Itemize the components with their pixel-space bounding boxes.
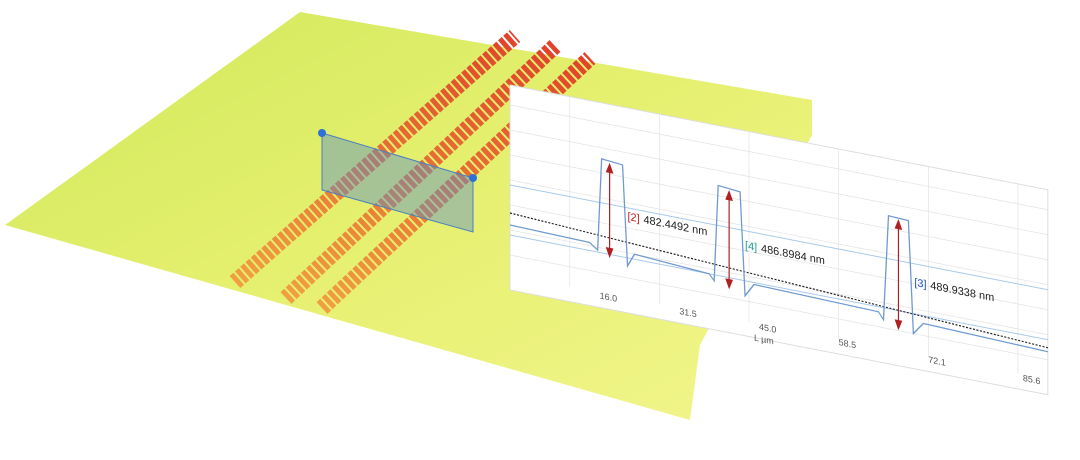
x-tick-label: 45.0 xyxy=(759,322,776,335)
measurement-index: [4] xyxy=(745,240,757,254)
measurement-index: [3] xyxy=(914,277,926,291)
profile-chart: [2] 482.4492 nm [4] 486.8984 nm [3] 489.… xyxy=(509,84,1049,396)
x-tick-label: 85.6 xyxy=(1023,373,1040,386)
x-tick-label: 72.1 xyxy=(928,355,945,368)
x-tick-label: 16.0 xyxy=(600,291,617,304)
x-axis-label: L µm xyxy=(754,333,774,347)
x-tick-label: 31.5 xyxy=(679,306,696,319)
measurement-index: [2] xyxy=(628,211,640,225)
x-tick-label: 58.5 xyxy=(839,337,856,350)
